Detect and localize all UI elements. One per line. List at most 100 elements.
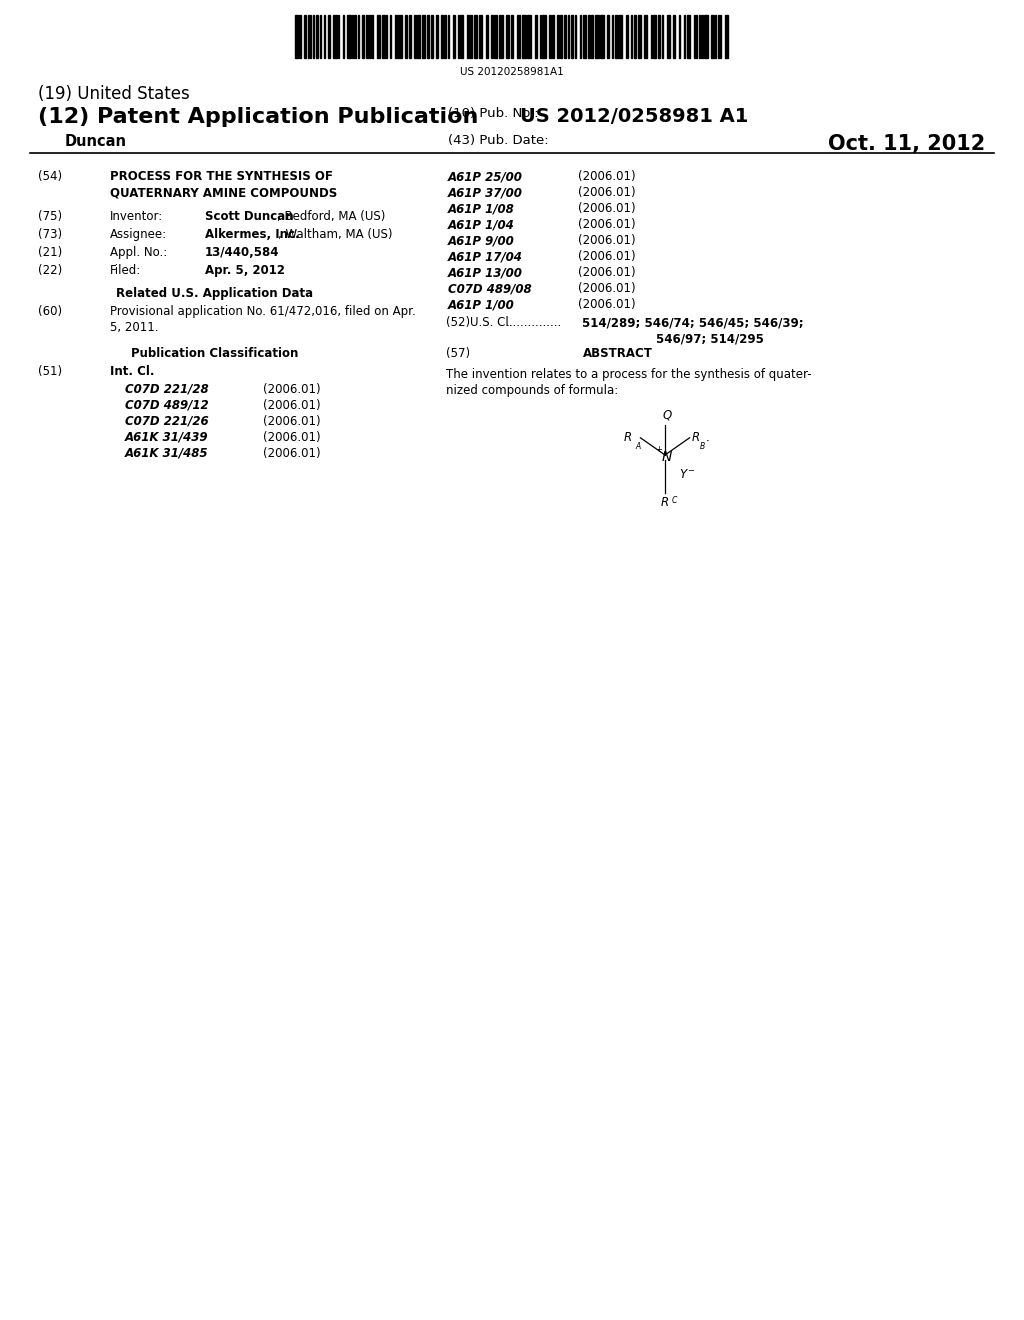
Bar: [304, 15, 306, 58]
Bar: [725, 15, 728, 58]
Text: (54): (54): [38, 170, 62, 183]
Text: 514/289; 546/74; 546/45; 546/39;: 514/289; 546/74; 546/45; 546/39;: [582, 315, 804, 329]
Bar: [600, 15, 604, 58]
Bar: [595, 15, 599, 58]
Bar: [479, 15, 481, 58]
Bar: [663, 15, 664, 58]
Bar: [611, 15, 613, 58]
Text: A61K 31/439: A61K 31/439: [125, 432, 209, 444]
Bar: [626, 15, 628, 58]
Text: (2006.01): (2006.01): [578, 298, 636, 312]
Bar: [312, 15, 314, 58]
Text: (52): (52): [446, 315, 470, 329]
Bar: [557, 15, 559, 58]
Text: Assignee:: Assignee:: [110, 228, 167, 242]
Bar: [295, 15, 298, 58]
Text: (75): (75): [38, 210, 62, 223]
Text: Q: Q: [663, 409, 672, 422]
Text: A61P 1/08: A61P 1/08: [449, 202, 515, 215]
Bar: [324, 15, 326, 58]
Bar: [358, 15, 359, 58]
Bar: [443, 15, 446, 58]
Bar: [460, 15, 463, 58]
Bar: [687, 15, 690, 58]
Text: QUATERNARY AMINE COMPOUNDS: QUATERNARY AMINE COMPOUNDS: [110, 186, 337, 199]
Text: (2006.01): (2006.01): [263, 447, 321, 459]
Bar: [386, 15, 387, 58]
Text: A61P 25/00: A61P 25/00: [449, 170, 523, 183]
Text: (2006.01): (2006.01): [578, 282, 636, 294]
Text: Oct. 11, 2012: Oct. 11, 2012: [827, 135, 985, 154]
Text: (60): (60): [38, 305, 62, 318]
Bar: [423, 15, 425, 58]
Bar: [328, 15, 331, 58]
Bar: [552, 15, 554, 58]
Bar: [617, 15, 622, 58]
Bar: [307, 15, 309, 58]
Bar: [394, 15, 397, 58]
Bar: [540, 15, 541, 58]
Text: (57): (57): [446, 347, 470, 360]
Bar: [527, 15, 530, 58]
Text: , Bedford, MA (US): , Bedford, MA (US): [278, 210, 385, 223]
Text: A61P 9/00: A61P 9/00: [449, 234, 515, 247]
Text: A61P 13/00: A61P 13/00: [449, 267, 523, 279]
Text: Related U.S. Application Data: Related U.S. Application Data: [117, 286, 313, 300]
Text: A61P 37/00: A61P 37/00: [449, 186, 523, 199]
Bar: [490, 15, 494, 58]
Bar: [698, 15, 700, 58]
Bar: [517, 15, 519, 58]
Text: Appl. No.:: Appl. No.:: [110, 246, 167, 259]
Text: R: R: [691, 432, 699, 445]
Text: (2006.01): (2006.01): [578, 234, 636, 247]
Bar: [703, 15, 708, 58]
Text: A61K 31/485: A61K 31/485: [125, 447, 209, 459]
Text: (2006.01): (2006.01): [263, 432, 321, 444]
Text: −: −: [687, 466, 694, 475]
Bar: [679, 15, 680, 58]
Bar: [606, 15, 609, 58]
Bar: [382, 15, 385, 58]
Bar: [674, 15, 675, 58]
Bar: [522, 15, 526, 58]
Bar: [361, 15, 365, 58]
Bar: [321, 15, 322, 58]
Bar: [474, 15, 477, 58]
Bar: [404, 15, 408, 58]
Bar: [615, 15, 616, 58]
Text: US 20120258981A1: US 20120258981A1: [460, 67, 564, 77]
Bar: [564, 15, 566, 58]
Text: A61P 17/04: A61P 17/04: [449, 249, 523, 263]
Text: Alkermes, Inc.: Alkermes, Inc.: [205, 228, 300, 242]
Text: A: A: [636, 442, 641, 451]
Text: US 2012/0258981 A1: US 2012/0258981 A1: [520, 107, 749, 125]
Bar: [535, 15, 538, 58]
Text: C: C: [672, 496, 677, 506]
Bar: [653, 15, 655, 58]
Bar: [436, 15, 437, 58]
Text: Duncan: Duncan: [65, 135, 127, 149]
Bar: [502, 15, 503, 58]
Bar: [366, 15, 369, 58]
Bar: [343, 15, 344, 58]
Text: (10) Pub. No.:: (10) Pub. No.:: [449, 107, 539, 120]
Bar: [467, 15, 469, 58]
Bar: [398, 15, 402, 58]
Text: (22): (22): [38, 264, 62, 277]
Bar: [389, 15, 391, 58]
Text: Scott Duncan: Scott Duncan: [205, 210, 294, 223]
Bar: [635, 15, 636, 58]
Text: , Waltham, MA (US): , Waltham, MA (US): [278, 228, 392, 242]
Text: The invention relates to a process for the synthesis of quater-: The invention relates to a process for t…: [446, 368, 812, 381]
Bar: [644, 15, 647, 58]
Text: (12) Patent Application Publication: (12) Patent Application Publication: [38, 107, 478, 127]
Bar: [575, 15, 577, 58]
Bar: [588, 15, 590, 58]
Text: (2006.01): (2006.01): [578, 249, 636, 263]
Text: (2006.01): (2006.01): [578, 218, 636, 231]
Bar: [543, 15, 546, 58]
Text: R: R: [624, 432, 632, 445]
Bar: [370, 15, 371, 58]
Bar: [720, 15, 722, 58]
Text: ABSTRACT: ABSTRACT: [583, 347, 653, 360]
